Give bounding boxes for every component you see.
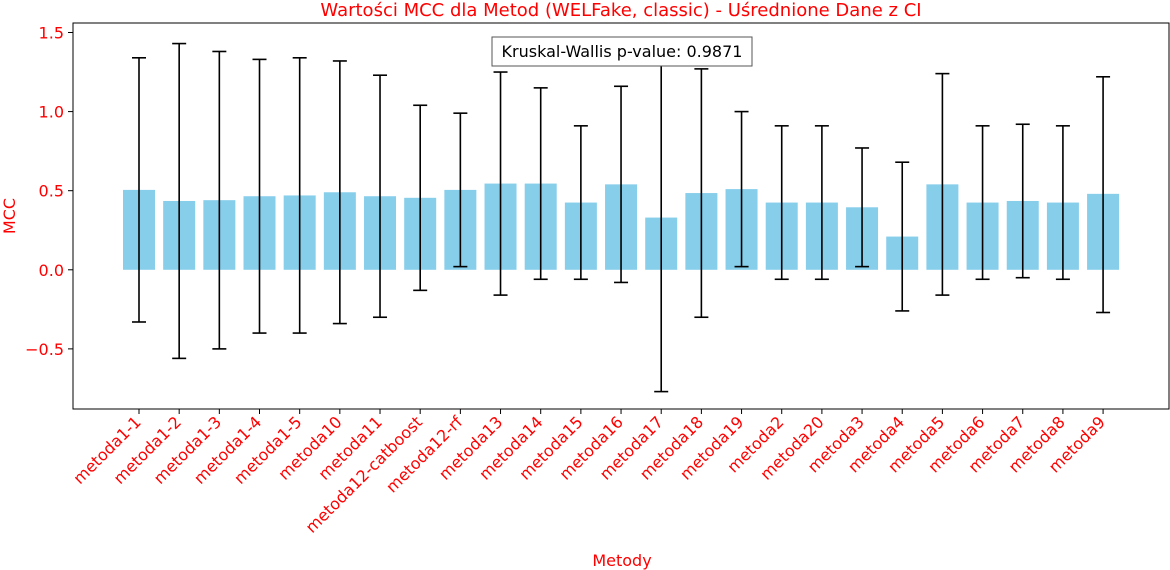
annotation-frame: [491, 36, 753, 67]
x-axis-label: Metody: [592, 551, 651, 570]
kruskal-wallis-annotation: Kruskal-Wallis p-value: 0.9871: [502, 42, 743, 61]
y-axis-label: MCC: [0, 198, 19, 234]
y-tick-label: 1.0: [39, 103, 64, 122]
chart-title: Wartości MCC dla Metod (WELFake, classic…: [320, 0, 921, 21]
y-tick-label: −0.5: [25, 340, 64, 359]
y-tick-label: 0.0: [39, 261, 64, 280]
annotation-box: Kruskal-Wallis p-value: 0.9871: [491, 36, 753, 67]
y-tick-label: 1.5: [39, 23, 64, 42]
y-tick-label: 0.5: [39, 182, 64, 201]
plot-area: −0.50.00.51.01.5metoda1-1metoda1-2metoda…: [25, 22, 1170, 537]
